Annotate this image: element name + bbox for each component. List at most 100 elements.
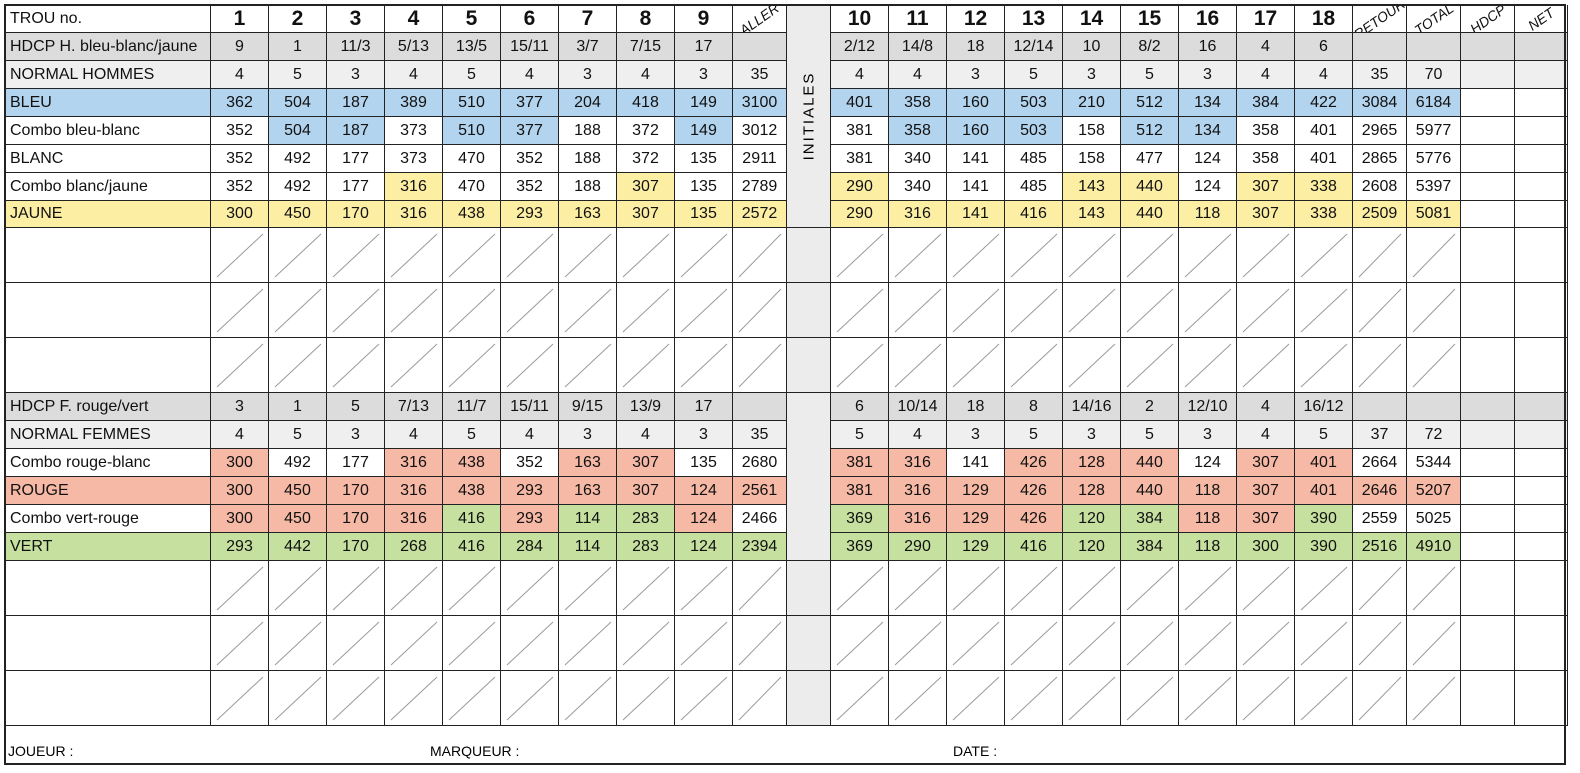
player-name-field[interactable] bbox=[5, 228, 211, 283]
initials-cell[interactable] bbox=[787, 283, 831, 338]
score-entry-cell[interactable] bbox=[559, 616, 617, 671]
score-entry-cell[interactable] bbox=[269, 671, 327, 726]
score-entry-cell[interactable] bbox=[617, 283, 675, 338]
score-entry-cell[interactable] bbox=[947, 671, 1005, 726]
score-entry-cell[interactable] bbox=[1063, 283, 1121, 338]
initials-cell[interactable] bbox=[787, 393, 831, 561]
score-entry-cell[interactable] bbox=[1295, 616, 1353, 671]
score-entry-cell[interactable] bbox=[385, 616, 443, 671]
score-entry-cell[interactable] bbox=[559, 561, 617, 616]
score-total-cell[interactable] bbox=[1515, 283, 1568, 338]
score-entry-cell[interactable] bbox=[1353, 283, 1407, 338]
score-entry-cell[interactable] bbox=[1005, 338, 1063, 393]
player-name-field[interactable] bbox=[5, 283, 211, 338]
score-entry-cell[interactable] bbox=[1121, 561, 1179, 616]
score-entry-cell[interactable] bbox=[617, 616, 675, 671]
score-entry-cell[interactable] bbox=[385, 228, 443, 283]
score-entry-cell[interactable] bbox=[947, 561, 1005, 616]
score-entry-cell[interactable] bbox=[327, 228, 385, 283]
score-total-cell[interactable] bbox=[1461, 616, 1515, 671]
score-entry-cell[interactable] bbox=[831, 338, 889, 393]
score-total-cell[interactable] bbox=[1515, 671, 1568, 726]
score-total-cell[interactable] bbox=[1461, 338, 1515, 393]
score-entry-cell[interactable] bbox=[1237, 228, 1295, 283]
score-entry-cell[interactable] bbox=[385, 671, 443, 726]
score-entry-cell[interactable] bbox=[733, 283, 787, 338]
marker-signature-field[interactable] bbox=[520, 736, 940, 762]
score-entry-cell[interactable] bbox=[675, 338, 733, 393]
score-total-cell[interactable] bbox=[1515, 616, 1568, 671]
score-entry-cell[interactable] bbox=[443, 283, 501, 338]
score-entry-cell[interactable] bbox=[1407, 616, 1461, 671]
score-entry-cell[interactable] bbox=[1407, 671, 1461, 726]
score-entry-cell[interactable] bbox=[889, 338, 947, 393]
score-total-cell[interactable] bbox=[1461, 283, 1515, 338]
initials-cell[interactable] bbox=[787, 228, 831, 283]
score-entry-cell[interactable] bbox=[211, 283, 269, 338]
score-entry-cell[interactable] bbox=[1179, 671, 1237, 726]
score-entry-cell[interactable] bbox=[1179, 616, 1237, 671]
score-total-cell[interactable] bbox=[1515, 338, 1568, 393]
score-entry-cell[interactable] bbox=[831, 616, 889, 671]
score-entry-cell[interactable] bbox=[1295, 671, 1353, 726]
score-entry-cell[interactable] bbox=[733, 338, 787, 393]
score-entry-cell[interactable] bbox=[269, 561, 327, 616]
score-entry-cell[interactable] bbox=[501, 338, 559, 393]
score-total-cell[interactable] bbox=[1461, 671, 1515, 726]
score-entry-cell[interactable] bbox=[211, 561, 269, 616]
score-entry-cell[interactable] bbox=[1237, 338, 1295, 393]
score-entry-cell[interactable] bbox=[1353, 338, 1407, 393]
score-entry-cell[interactable] bbox=[831, 228, 889, 283]
date-field[interactable] bbox=[1000, 736, 1560, 762]
score-entry-cell[interactable] bbox=[831, 671, 889, 726]
score-entry-cell[interactable] bbox=[327, 338, 385, 393]
initials-cell[interactable] bbox=[787, 616, 831, 671]
score-entry-cell[interactable] bbox=[559, 671, 617, 726]
score-entry-cell[interactable] bbox=[211, 228, 269, 283]
score-entry-cell[interactable] bbox=[675, 616, 733, 671]
score-entry-cell[interactable] bbox=[1237, 283, 1295, 338]
player-name-field[interactable] bbox=[5, 338, 211, 393]
score-entry-cell[interactable] bbox=[1295, 228, 1353, 283]
initials-cell[interactable] bbox=[787, 671, 831, 726]
score-entry-cell[interactable] bbox=[501, 616, 559, 671]
score-entry-cell[interactable] bbox=[1295, 338, 1353, 393]
score-entry-cell[interactable] bbox=[733, 671, 787, 726]
score-entry-cell[interactable] bbox=[501, 283, 559, 338]
player-name-field[interactable] bbox=[5, 561, 211, 616]
score-entry-cell[interactable] bbox=[501, 671, 559, 726]
score-entry-cell[interactable] bbox=[1121, 616, 1179, 671]
score-entry-cell[interactable] bbox=[1121, 338, 1179, 393]
score-entry-cell[interactable] bbox=[889, 671, 947, 726]
score-entry-cell[interactable] bbox=[327, 283, 385, 338]
score-entry-cell[interactable] bbox=[269, 283, 327, 338]
score-entry-cell[interactable] bbox=[1407, 283, 1461, 338]
score-entry-cell[interactable] bbox=[1005, 671, 1063, 726]
score-entry-cell[interactable] bbox=[947, 338, 1005, 393]
score-entry-cell[interactable] bbox=[269, 616, 327, 671]
score-entry-cell[interactable] bbox=[501, 561, 559, 616]
score-entry-cell[interactable] bbox=[1353, 561, 1407, 616]
score-entry-cell[interactable] bbox=[1353, 616, 1407, 671]
score-entry-cell[interactable] bbox=[1179, 338, 1237, 393]
score-entry-cell[interactable] bbox=[211, 671, 269, 726]
score-entry-cell[interactable] bbox=[1005, 561, 1063, 616]
score-total-cell[interactable] bbox=[1515, 228, 1568, 283]
score-entry-cell[interactable] bbox=[1237, 671, 1295, 726]
score-entry-cell[interactable] bbox=[1179, 228, 1237, 283]
score-entry-cell[interactable] bbox=[947, 616, 1005, 671]
score-entry-cell[interactable] bbox=[1005, 616, 1063, 671]
score-entry-cell[interactable] bbox=[1353, 671, 1407, 726]
score-entry-cell[interactable] bbox=[385, 338, 443, 393]
score-entry-cell[interactable] bbox=[617, 671, 675, 726]
score-entry-cell[interactable] bbox=[675, 671, 733, 726]
score-entry-cell[interactable] bbox=[947, 283, 1005, 338]
score-entry-cell[interactable] bbox=[1237, 561, 1295, 616]
score-entry-cell[interactable] bbox=[1005, 228, 1063, 283]
score-entry-cell[interactable] bbox=[1121, 671, 1179, 726]
score-entry-cell[interactable] bbox=[327, 616, 385, 671]
score-entry-cell[interactable] bbox=[1121, 228, 1179, 283]
score-entry-cell[interactable] bbox=[947, 228, 1005, 283]
score-entry-cell[interactable] bbox=[733, 228, 787, 283]
score-entry-cell[interactable] bbox=[1063, 616, 1121, 671]
